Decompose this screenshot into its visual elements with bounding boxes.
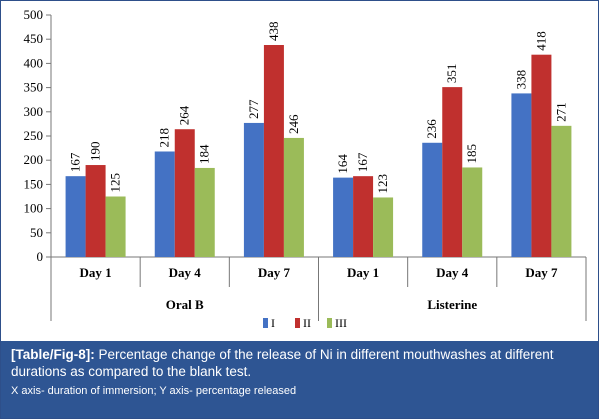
bar-value-label: 277 — [246, 99, 261, 119]
bar-value-label: 351 — [444, 64, 459, 84]
caption-main: [Table/Fig-8]: Percentage change of the … — [11, 346, 588, 380]
bar — [243, 122, 264, 257]
x-category-label: Day 4 — [436, 265, 469, 280]
bar — [373, 197, 394, 257]
x-group-label: Listerine — [427, 297, 477, 312]
y-tick-label: 400 — [24, 55, 44, 70]
bar — [333, 177, 354, 257]
legend-swatch — [295, 318, 300, 328]
y-tick-label: 50 — [30, 225, 43, 240]
legend-swatch — [327, 318, 332, 328]
bar — [263, 45, 284, 258]
bar-value-label: 271 — [553, 102, 568, 122]
legend-label: I — [271, 316, 275, 330]
bar — [283, 137, 304, 257]
legend-label: II — [303, 316, 311, 330]
bar — [154, 151, 175, 257]
bar — [531, 54, 552, 257]
x-category-label: Day 7 — [525, 265, 558, 280]
bar-value-label: 164 — [335, 154, 350, 174]
caption-reference: [Table/Fig-8]: — [11, 347, 95, 362]
bar — [422, 142, 443, 257]
bar — [442, 87, 463, 257]
bar-value-label: 264 — [177, 105, 192, 125]
y-tick-label: 250 — [24, 128, 44, 143]
y-tick-label: 500 — [24, 7, 44, 22]
x-category-label: Day 7 — [258, 265, 291, 280]
bar-value-label: 185 — [464, 144, 479, 164]
bar — [105, 196, 126, 257]
caption-axis-note: X axis- duration of immersion; Y axis- p… — [11, 385, 297, 397]
x-category-label: Day 4 — [169, 265, 202, 280]
bar-value-label: 167 — [68, 152, 83, 172]
y-tick-label: 200 — [24, 152, 44, 167]
bar-value-label: 236 — [424, 119, 439, 139]
bar-value-label: 123 — [375, 174, 390, 194]
bar — [85, 165, 106, 257]
bar-value-label: 190 — [88, 142, 103, 162]
bar-value-label: 184 — [197, 144, 212, 164]
bar — [353, 176, 374, 257]
x-category-label: Day 1 — [80, 265, 112, 280]
bar-value-label: 338 — [513, 70, 528, 90]
y-tick-label: 300 — [24, 104, 44, 119]
legend-swatch — [263, 318, 268, 328]
bar-value-label: 167 — [355, 152, 370, 172]
bar-value-label: 218 — [157, 128, 172, 148]
legend-label: III — [335, 316, 347, 330]
bar-value-label: 125 — [108, 173, 123, 193]
x-category-label: Day 1 — [347, 265, 379, 280]
caption-text: Percentage change of the release of Ni i… — [11, 347, 554, 379]
y-tick-label: 150 — [24, 176, 44, 191]
bar — [511, 93, 532, 258]
y-tick-label: 0 — [37, 249, 44, 264]
x-group-label: Oral B — [166, 297, 204, 312]
bar — [551, 125, 572, 257]
figure-caption: [Table/Fig-8]: Percentage change of the … — [1, 341, 598, 418]
bar-chart: 0 50 100 150 200 250 300 350 400 450 500 Day 1 Day 4… — [24, 7, 587, 330]
y-tick-label: 450 — [24, 31, 44, 46]
y-tick-label: 100 — [24, 201, 44, 216]
bar-value-label: 246 — [286, 114, 301, 134]
bar — [462, 167, 483, 257]
bar-value-label: 418 — [533, 31, 548, 51]
y-tick-label: 350 — [24, 80, 44, 95]
bar-value-label: 438 — [266, 22, 281, 42]
bar — [174, 129, 195, 257]
bar — [194, 167, 215, 257]
bar — [65, 176, 86, 257]
